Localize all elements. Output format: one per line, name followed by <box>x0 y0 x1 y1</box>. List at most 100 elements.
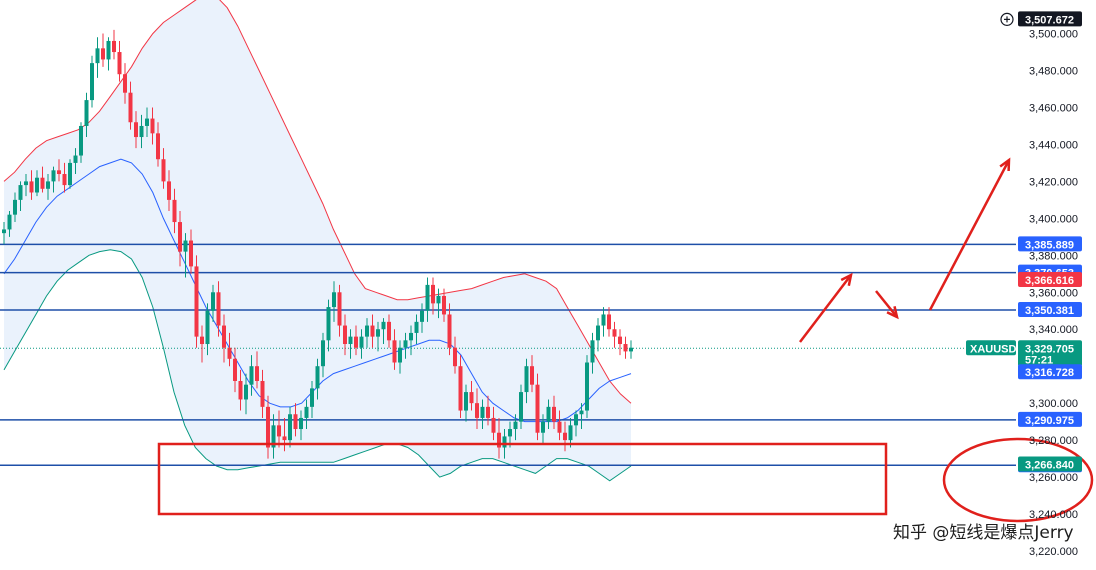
level-price-tag: 3,350.381 <box>1018 302 1082 318</box>
y-tick-label: 3,500.000 <box>1029 29 1078 41</box>
candle <box>200 325 204 363</box>
arrow-head <box>999 157 1011 172</box>
candle-body <box>51 170 56 182</box>
candle-body <box>205 310 210 345</box>
candle-body <box>354 336 358 348</box>
candle <box>332 281 336 322</box>
candle <box>183 233 188 278</box>
candle <box>431 277 435 315</box>
candle <box>189 229 193 274</box>
price-axis[interactable]: 3,220.000 3,240.000 3,260.000 3,280.000 3,30… <box>1029 29 1078 558</box>
candle <box>150 107 155 145</box>
candle <box>277 410 281 448</box>
candle-body <box>475 403 479 418</box>
candle-body <box>497 432 501 448</box>
level-price-tag: 3,385.889 <box>1018 236 1082 252</box>
price-tag-bg <box>1018 272 1082 288</box>
candle-body <box>271 425 276 448</box>
y-tick-label: 3,380.000 <box>1029 250 1078 262</box>
y-tick-label: 3,340.000 <box>1029 324 1078 336</box>
price-tags: 3,385.8893,370.6533,350.3813,290.9753,26… <box>966 11 1082 473</box>
candle <box>568 417 573 448</box>
arrow-head <box>886 306 899 320</box>
y-tick-label: 3,420.000 <box>1029 176 1078 188</box>
candle <box>535 373 540 441</box>
price-tag: 3,316.728 <box>1018 364 1082 380</box>
candle-body <box>156 133 160 160</box>
candle-body <box>68 162 72 186</box>
band-fill <box>4 0 631 481</box>
price-tag: 3,507.672 <box>1018 11 1082 27</box>
candle <box>596 318 600 352</box>
candle <box>222 314 226 363</box>
candle <box>623 336 628 359</box>
candle <box>2 222 6 245</box>
candle <box>618 329 622 356</box>
candle-body <box>376 329 380 337</box>
candle <box>128 81 133 130</box>
candle <box>579 403 584 430</box>
candle-body <box>431 284 435 304</box>
candle <box>51 166 56 193</box>
candle-body <box>29 181 34 193</box>
horizontal-levels <box>0 243 1016 467</box>
candle-body <box>304 406 309 418</box>
candle-body <box>35 177 39 193</box>
plus-circle-icon[interactable] <box>1000 12 1014 26</box>
y-tick-label: 3,280.000 <box>1029 435 1078 447</box>
candle <box>13 192 17 223</box>
level-price-tag-bg <box>1018 236 1082 252</box>
candle-body <box>238 380 243 400</box>
candle-body <box>359 336 364 348</box>
candle-body <box>161 159 166 182</box>
candle <box>233 347 237 393</box>
candle-body <box>128 92 133 123</box>
price-tag-label: 3,329.705 <box>1025 343 1074 355</box>
level-price-tag-bg <box>1018 411 1082 427</box>
candle <box>480 399 485 430</box>
candle <box>469 380 474 411</box>
price-tag-bg <box>1018 11 1082 27</box>
candle-body <box>101 48 105 60</box>
candle-body <box>398 347 402 363</box>
candle <box>167 170 171 211</box>
candle-body <box>420 310 424 322</box>
candle <box>178 210 182 267</box>
candle <box>458 355 463 418</box>
candle <box>117 40 122 82</box>
candle <box>387 314 391 348</box>
y-tick-label: 3,400.000 <box>1029 213 1078 225</box>
candle-body <box>106 40 111 60</box>
candle <box>546 399 551 430</box>
candle <box>365 318 369 348</box>
price-tag-bg <box>1018 364 1082 380</box>
candle <box>260 369 265 418</box>
candle-body <box>266 406 270 448</box>
candle <box>62 162 67 193</box>
candle <box>420 303 424 333</box>
candle <box>442 288 446 322</box>
candle <box>90 55 94 108</box>
candle <box>409 325 413 356</box>
candle <box>447 303 452 356</box>
candle <box>271 414 276 459</box>
candle-body <box>7 214 12 230</box>
price-tag-label: 3,316.728 <box>1025 367 1074 379</box>
candle-body <box>178 222 182 252</box>
candle <box>161 148 166 189</box>
level-price-tag-label: 3,385.889 <box>1025 239 1074 251</box>
candle-body <box>442 295 446 315</box>
candle-body <box>299 417 303 430</box>
candle <box>381 318 386 345</box>
candle-body <box>222 325 226 348</box>
candle <box>299 410 303 441</box>
candle <box>172 188 177 234</box>
candle-body <box>194 266 199 337</box>
candle-body <box>95 48 100 64</box>
symbol-tag-bg <box>966 340 1016 356</box>
candle <box>425 277 430 322</box>
candle-body <box>568 425 573 441</box>
candle-body <box>458 366 463 411</box>
candle <box>238 369 243 411</box>
